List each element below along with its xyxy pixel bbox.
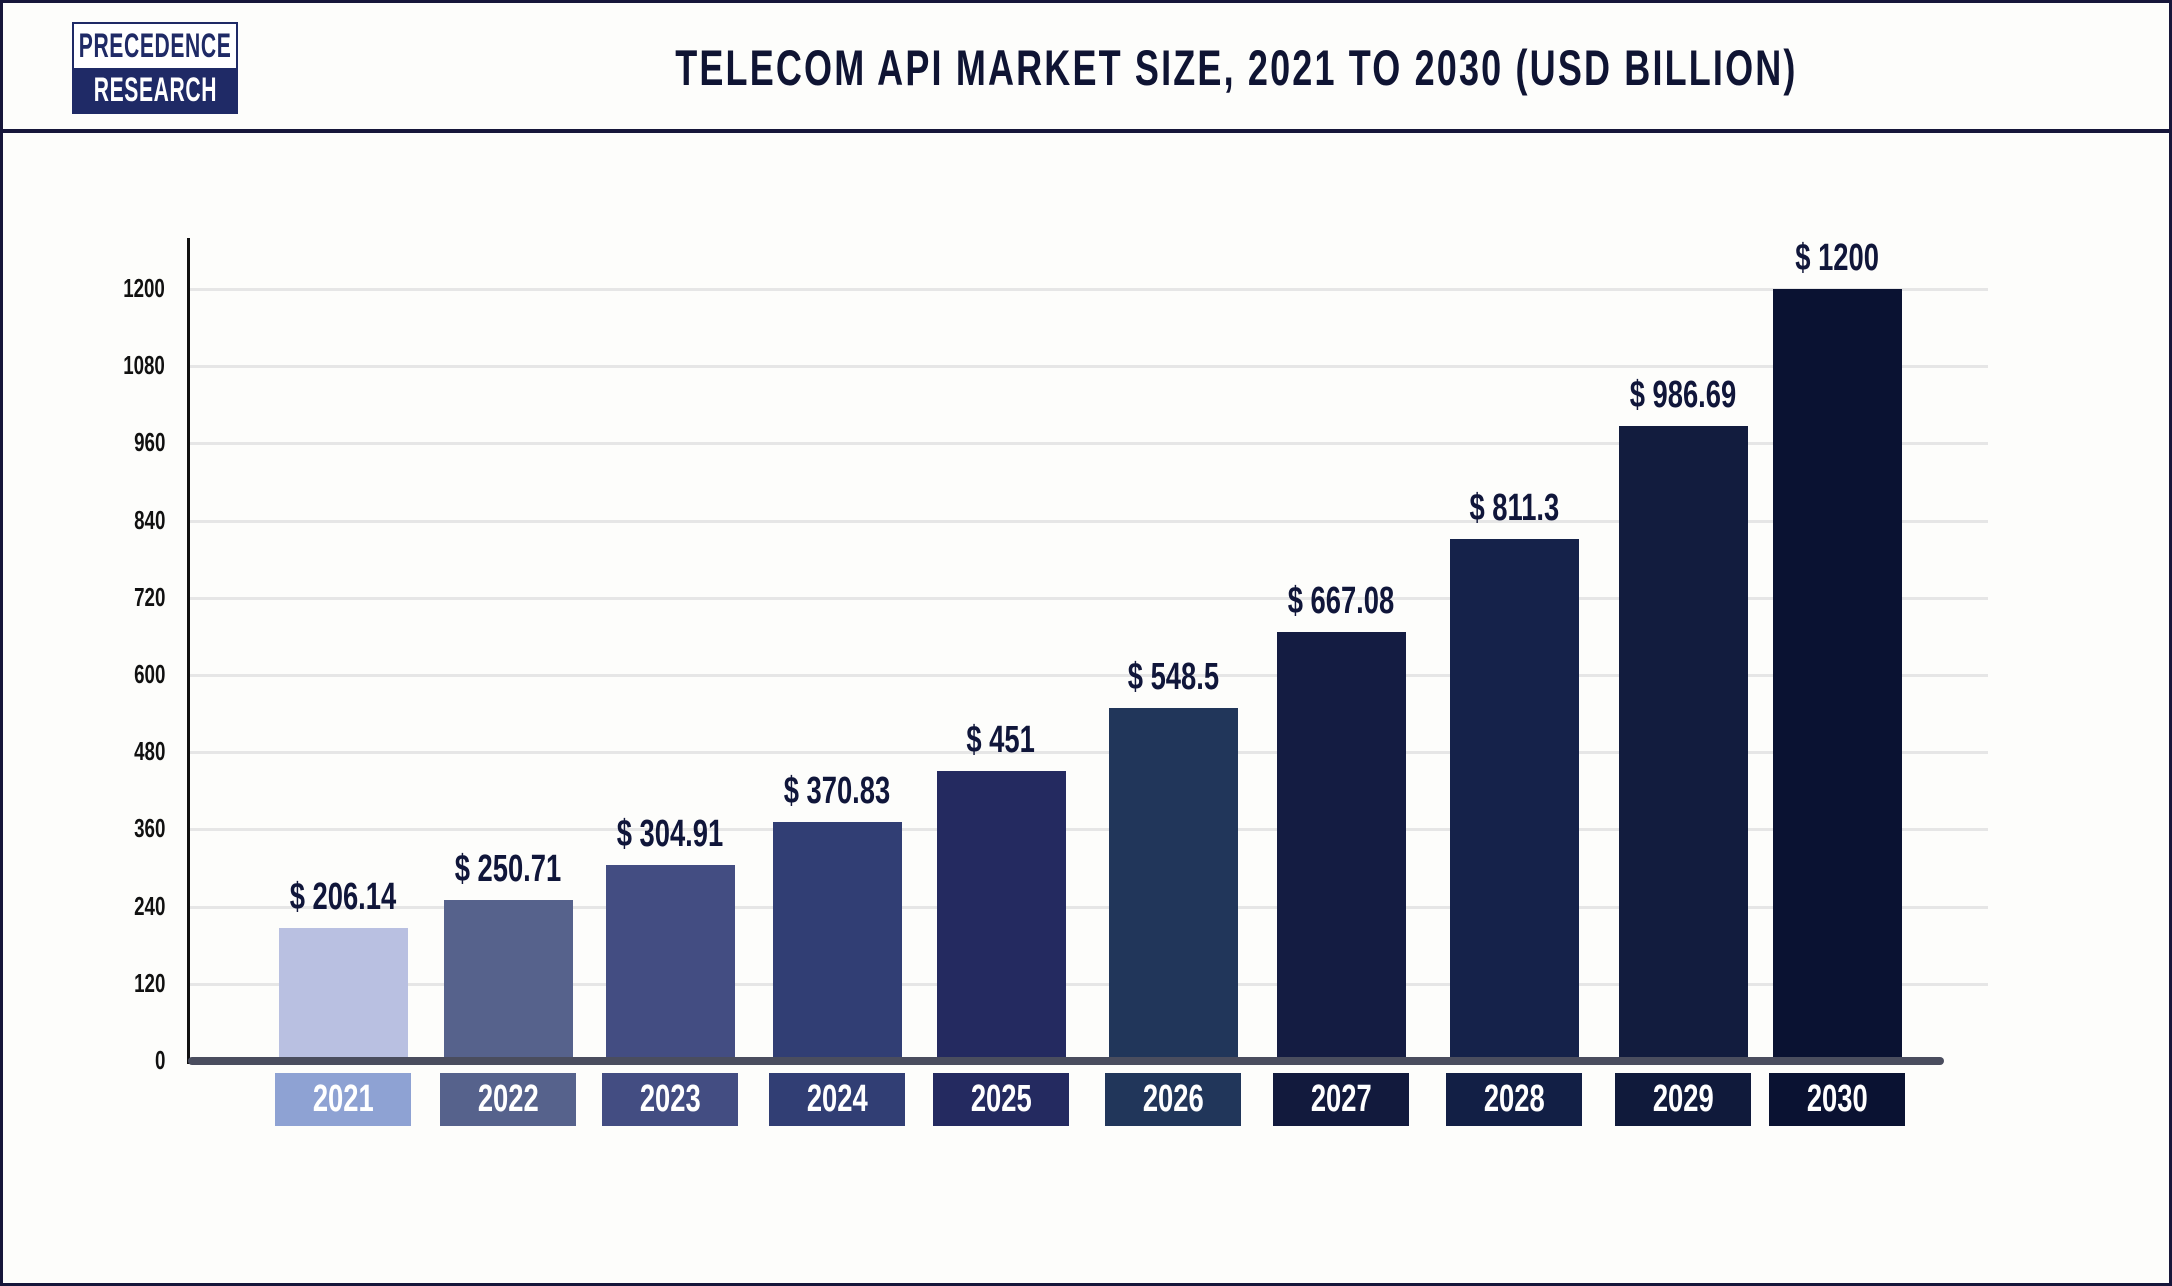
- bar-2027: [1277, 631, 1406, 1061]
- y-tick-label: 720: [45, 582, 165, 613]
- data-label-text: $ 986.69: [1629, 374, 1737, 417]
- gridline: [190, 288, 1988, 291]
- y-tick-label-text: 1080: [123, 350, 165, 381]
- x-category-label-text: 2029: [1652, 1078, 1714, 1120]
- x-category-label-text: 2023: [639, 1078, 701, 1120]
- y-tick-label: 600: [45, 659, 165, 690]
- data-label: $ 206.14: [223, 876, 463, 919]
- data-label-text: $ 548.5: [1127, 656, 1219, 699]
- data-label: $ 667.08: [1221, 580, 1461, 623]
- y-tick-label-text: 240: [133, 890, 165, 921]
- gridline: [190, 519, 1988, 523]
- y-axis-line: [187, 238, 190, 1064]
- x-category-label: 2027: [1273, 1073, 1409, 1126]
- data-label-text: $ 250.71: [454, 847, 562, 890]
- header: PRECEDENCE RESEARCH TELECOM API MARKET S…: [3, 3, 2169, 133]
- data-label-text: $ 451: [966, 718, 1036, 761]
- x-category-label-text: 2021: [312, 1078, 374, 1120]
- gridline: [190, 905, 1988, 909]
- bar-2022: [444, 899, 573, 1061]
- y-tick-label: 240: [45, 891, 165, 922]
- gridline: [190, 365, 1988, 369]
- chart-title-wrap: TELECOM API MARKET SIZE, 2021 TO 2030 (U…: [303, 39, 2169, 97]
- y-tick-label-text: 0: [154, 1045, 165, 1075]
- logo-line2: RESEARCH: [93, 70, 217, 109]
- data-label-text: $ 1200: [1795, 237, 1879, 279]
- y-tick-label: 0: [45, 1045, 165, 1076]
- precedence-research-logo: PRECEDENCE RESEARCH: [72, 22, 238, 114]
- data-label: $ 304.91: [550, 813, 790, 856]
- data-label: $ 370.83: [717, 770, 957, 813]
- y-tick-label: 1080: [45, 350, 165, 381]
- data-label-text: $ 811.3: [1469, 487, 1559, 530]
- gridline: [190, 828, 1988, 832]
- gridline: [190, 442, 1988, 446]
- y-tick-label-text: 120: [133, 967, 165, 998]
- gridline: [190, 674, 1988, 677]
- x-category-label-text: 2030: [1806, 1078, 1868, 1120]
- data-label-text: $ 206.14: [289, 876, 397, 919]
- y-tick-label: 1200: [45, 273, 165, 304]
- x-axis-baseline: [188, 1057, 1944, 1065]
- y-tick-label-text: 1200: [123, 273, 165, 303]
- x-category-label-text: 2026: [1142, 1078, 1204, 1120]
- y-tick-label: 120: [45, 968, 165, 999]
- x-category-label: 2022: [440, 1073, 576, 1126]
- gridline: [190, 596, 1988, 600]
- data-label: $ 986.69: [1563, 374, 1803, 417]
- bar-2030: [1773, 289, 1902, 1061]
- gridline: [190, 751, 1988, 755]
- chart-title: TELECOM API MARKET SIZE, 2021 TO 2030 (U…: [674, 40, 1798, 96]
- data-label-text: $ 370.83: [783, 770, 891, 813]
- x-category-label: 2030: [1769, 1073, 1905, 1126]
- x-category-label: 2024: [769, 1073, 905, 1126]
- logo-line1: PRECEDENCE: [78, 26, 232, 65]
- data-label-text: $ 667.08: [1287, 579, 1395, 622]
- data-label-text: $ 304.91: [616, 812, 724, 855]
- x-category-label: 2026: [1105, 1073, 1241, 1126]
- x-category-label-text: 2028: [1483, 1078, 1545, 1120]
- x-category-label-text: 2022: [477, 1078, 539, 1120]
- bar-2029: [1619, 426, 1748, 1061]
- y-tick-label-text: 840: [133, 504, 165, 535]
- y-tick-label-text: 960: [133, 427, 165, 458]
- data-label: $ 1200: [1717, 237, 1957, 280]
- y-tick-label: 840: [45, 505, 165, 536]
- y-tick-label: 960: [45, 427, 165, 458]
- bar-2023: [606, 864, 735, 1061]
- y-tick-label-text: 480: [133, 736, 165, 767]
- y-tick-label-text: 360: [133, 813, 165, 844]
- y-tick-label: 360: [45, 813, 165, 844]
- x-category-label: 2025: [933, 1073, 1069, 1126]
- data-label: $ 250.71: [388, 848, 628, 891]
- y-tick-label: 480: [45, 736, 165, 767]
- bar-2024: [773, 822, 902, 1061]
- bar-2025: [937, 770, 1066, 1061]
- bar-2021: [279, 928, 408, 1061]
- bar-2026: [1109, 708, 1238, 1061]
- data-label: $ 548.5: [1053, 656, 1293, 699]
- y-tick-label-text: 600: [133, 659, 165, 689]
- y-tick-label-text: 720: [133, 581, 165, 612]
- x-category-label: 2029: [1615, 1073, 1751, 1126]
- x-category-label: 2028: [1446, 1073, 1582, 1126]
- x-category-label-text: 2027: [1310, 1078, 1372, 1120]
- x-category-label-text: 2025: [970, 1078, 1032, 1120]
- gridline: [190, 982, 1988, 986]
- x-category-label: 2023: [602, 1073, 738, 1126]
- data-label: $ 451: [881, 719, 1121, 762]
- x-category-label-text: 2024: [806, 1078, 868, 1120]
- data-label: $ 811.3: [1394, 487, 1634, 530]
- bar-2028: [1450, 539, 1579, 1061]
- x-category-label: 2021: [275, 1073, 411, 1126]
